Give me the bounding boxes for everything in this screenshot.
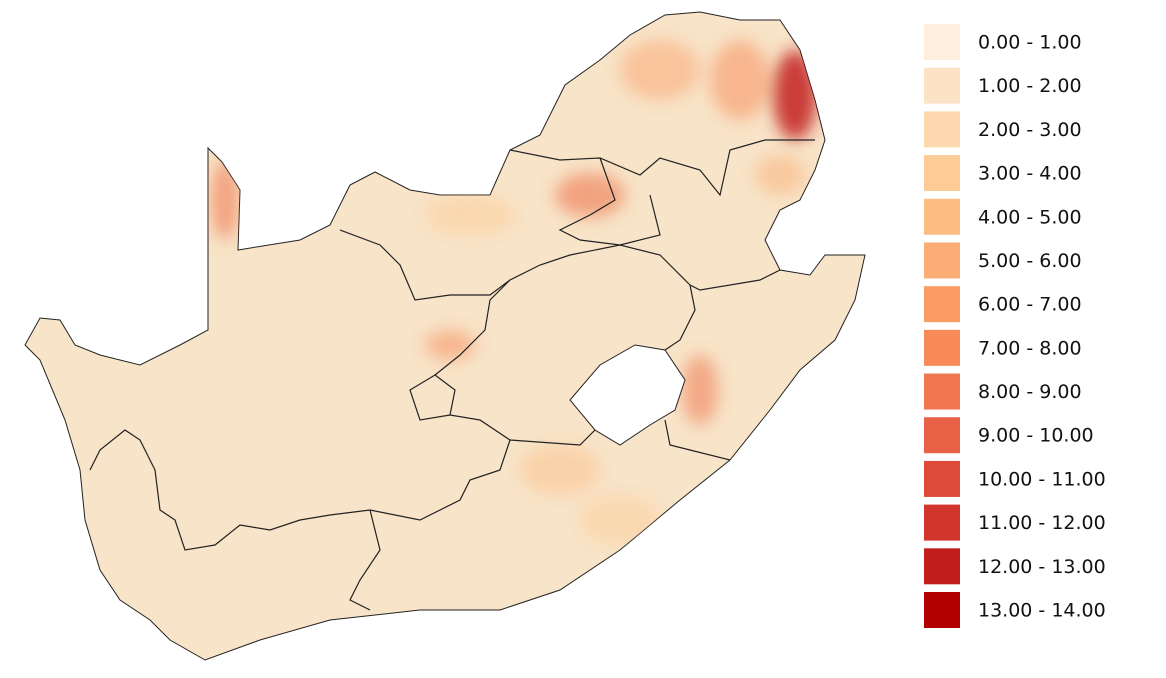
hotspots [211, 40, 817, 545]
legend: 0.00 - 1.00 1.00 - 2.00 2.00 - 3.00 3.00 - … [924, 24, 1106, 628]
legend-label: 11.00 - 12.00 [978, 512, 1106, 534]
legend-label: 0.00 - 1.00 [978, 32, 1082, 54]
legend-swatch [924, 329, 960, 366]
legend-label: 1.00 - 2.00 [978, 75, 1082, 97]
legend-swatch [924, 24, 960, 60]
legend-swatch [924, 155, 960, 192]
legend-swatch [924, 417, 960, 454]
legend-swatch [924, 242, 960, 279]
legend-swatch [924, 504, 960, 541]
legend-label: 5.00 - 6.00 [978, 250, 1082, 272]
legend-label: 2.00 - 3.00 [978, 119, 1082, 141]
legend-swatch [924, 548, 960, 585]
province-borders [89, 139, 815, 611]
legend-label: 3.00 - 4.00 [978, 163, 1082, 185]
legend-swatch [924, 460, 960, 497]
legend-label: 6.00 - 7.00 [978, 294, 1082, 316]
legend-label: 12.00 - 13.00 [978, 556, 1106, 578]
legend-label: 9.00 - 10.00 [978, 425, 1094, 447]
country [24, 11, 866, 661]
lesotho [569, 344, 686, 446]
legend-swatch [924, 198, 960, 235]
legend-label: 8.00 - 9.00 [978, 381, 1082, 403]
legend-swatch [924, 111, 960, 148]
legend-label: 10.00 - 11.00 [978, 468, 1106, 490]
legend-swatch [924, 286, 960, 323]
legend-label: 7.00 - 8.00 [978, 337, 1082, 359]
legend-swatch [924, 592, 960, 628]
legend-label: 4.00 - 5.00 [978, 206, 1082, 228]
legend-label: 13.00 - 14.00 [978, 600, 1106, 622]
legend-swatch [924, 373, 960, 410]
legend-swatch [924, 67, 960, 104]
